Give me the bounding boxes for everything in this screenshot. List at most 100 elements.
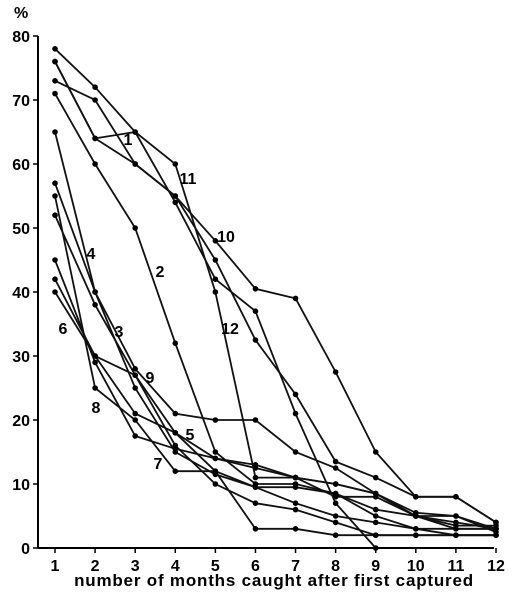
series-line-2: [54, 93, 496, 530]
x-tick-label: 10: [407, 558, 425, 575]
series-7-point: [132, 433, 138, 439]
series-5-point: [52, 276, 58, 283]
series-9-point: [52, 129, 58, 135]
series-label-11: 11: [180, 171, 197, 188]
series-10-point: [413, 494, 419, 500]
series-5-point: [372, 519, 379, 526]
series-6-point: [332, 519, 339, 526]
y-tick-label: 80: [12, 29, 30, 46]
series-9-point: [132, 366, 138, 372]
series-8-point: [372, 532, 379, 538]
series-line-5: [54, 278, 496, 537]
series-3-point: [52, 212, 58, 218]
x-tick-label: 5: [211, 558, 220, 575]
series-11-point: [172, 161, 179, 167]
series-12-point: [252, 308, 259, 315]
y-tick-label: 10: [12, 477, 30, 494]
series-8-point: [292, 526, 299, 532]
series-10-point: [172, 193, 179, 199]
series-9-point: [453, 513, 459, 519]
series-5-point: [332, 513, 339, 519]
series-line-1: [54, 61, 497, 524]
series-5-point: [292, 500, 299, 507]
series-10-point: [332, 369, 339, 375]
series-11-point: [453, 526, 459, 532]
series-9-point: [212, 417, 219, 423]
series-5-point: [172, 430, 179, 436]
series-8-point: [132, 417, 138, 423]
series-label-9: 9: [146, 370, 155, 387]
series-1-point: [252, 337, 259, 343]
series-4-point: [332, 490, 339, 497]
series-5-point: [132, 410, 138, 417]
series-12-point: [292, 410, 299, 417]
x-tick-label: 2: [91, 558, 100, 575]
series-10-point: [252, 286, 259, 292]
series-8-point: [332, 532, 339, 538]
series-11-point: [372, 490, 379, 497]
series-10-point: [212, 238, 219, 244]
series-11-point: [52, 46, 58, 52]
series-1-point: [292, 391, 299, 398]
y-axis-unit-label: %: [14, 5, 28, 22]
x-tick-label: 12: [487, 558, 505, 575]
x-tick-label: 8: [331, 558, 340, 575]
series-11-point: [493, 526, 499, 532]
x-tick-label: 3: [131, 558, 140, 575]
series-9-point: [92, 289, 98, 295]
series-10-point: [132, 161, 138, 167]
x-tick-label: 6: [251, 558, 260, 575]
x-tick-label: 9: [371, 558, 380, 575]
series-6-point: [212, 481, 219, 487]
series-label-10: 10: [217, 229, 235, 246]
series-8-point: [212, 468, 219, 475]
series-10-point: [92, 97, 98, 103]
y-tick-label: 50: [12, 221, 30, 238]
series-8-point: [453, 532, 459, 538]
y-tick-label: 0: [21, 541, 30, 558]
series-7-point: [212, 455, 219, 462]
x-tick-label: 1: [51, 558, 60, 575]
series-12-point: [172, 199, 179, 206]
series-7-point: [52, 257, 58, 263]
series-label-6: 6: [59, 321, 68, 338]
series-line-8: [54, 195, 496, 537]
series-12-point: [372, 545, 379, 551]
series-12-point: [132, 129, 138, 135]
x-tick-label: 11: [447, 558, 464, 575]
series-12-point: [52, 58, 58, 65]
series-12-point: [92, 135, 98, 142]
series-6-point: [292, 506, 299, 513]
series-line-9: [54, 131, 497, 530]
series-5-point: [413, 526, 419, 532]
series-10-point: [52, 78, 58, 84]
x-tick-label: 4: [171, 558, 180, 575]
series-9-point: [292, 449, 299, 455]
y-tick-label: 40: [12, 285, 30, 302]
series-7-point: [92, 359, 98, 366]
series-11-point: [413, 513, 419, 519]
series-8-point: [252, 526, 259, 532]
series-2-point: [372, 513, 379, 519]
series-1-point: [332, 458, 339, 465]
series-4-point: [52, 180, 58, 186]
series-10-point: [292, 295, 299, 302]
series-label-4: 4: [87, 246, 96, 263]
series-2-point: [52, 90, 58, 97]
series-5-point: [252, 484, 259, 491]
series-2-point: [132, 225, 138, 231]
series-8-point: [92, 385, 98, 391]
series-3-point: [92, 302, 98, 308]
series-2-point: [172, 340, 179, 347]
series-label-12: 12: [221, 321, 239, 338]
y-tick-label: 30: [12, 349, 30, 366]
series-7-point: [252, 462, 259, 468]
series-12-point: [212, 276, 219, 283]
x-tick-label: 7: [291, 558, 300, 575]
series-12-point: [332, 500, 339, 507]
series-4-point: [292, 484, 299, 491]
series-7-point: [172, 446, 179, 452]
